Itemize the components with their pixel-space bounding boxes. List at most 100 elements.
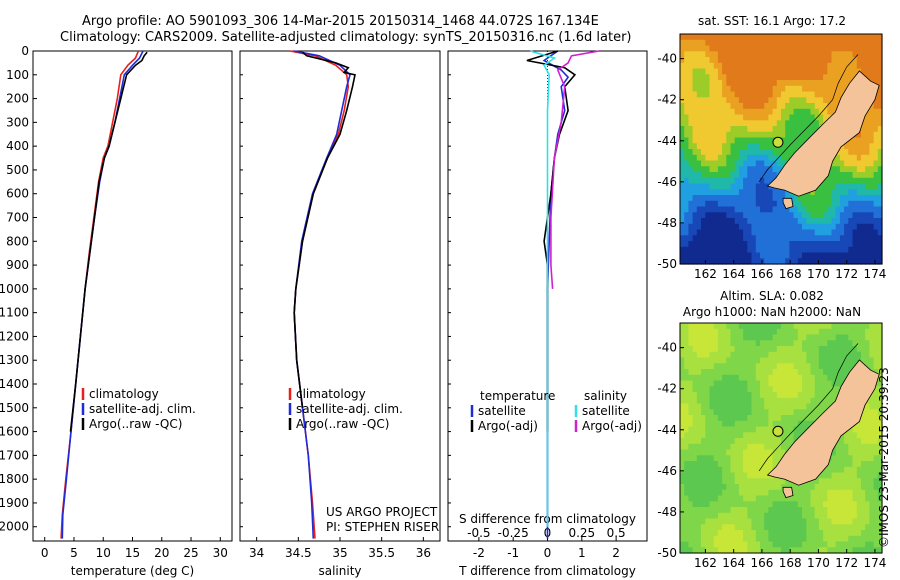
map-cell [793,415,799,422]
map-cell [726,323,732,330]
map-cell [688,426,694,433]
map-cell [865,241,870,248]
map-cell [797,91,803,98]
map-cell [751,218,757,225]
map-cell [730,80,736,87]
map-cell [802,512,807,520]
map-cell [802,103,807,110]
map-cell [848,160,854,167]
map-cell [709,507,715,514]
map-cell [852,340,858,347]
map-cell [747,131,753,139]
map-cell [760,438,765,445]
map-cell [764,351,769,359]
map-cell [730,449,736,456]
map-cell [680,108,685,116]
map-cell [692,172,698,179]
map-cell [717,252,723,259]
legend-title-temperature: temperature [480,389,555,403]
map-cell [848,438,854,445]
map-cell [835,530,841,537]
map-cell [873,68,879,75]
map-cell [839,328,845,336]
map-cell [873,438,879,445]
map-cell [844,455,849,462]
map-cell [760,223,765,231]
map-cell [785,143,790,150]
map-cell [823,39,828,47]
map-cell [747,34,753,41]
map-cell [827,74,833,81]
map-cell [726,177,732,185]
map-cell [705,495,711,502]
map-cell [755,189,761,196]
map-cell [709,223,715,231]
map-cell [701,45,706,52]
map-cell [705,143,711,150]
map-cell [755,380,761,387]
map-cell [760,252,765,259]
map-cell [768,206,774,213]
map-cell [802,114,807,121]
map-cell [810,489,816,497]
map-cell [861,229,866,236]
map-cell [713,183,719,190]
map-cell [755,143,761,150]
map-cell [861,235,866,242]
map-cell [852,212,858,219]
map-cell [869,484,875,491]
map-cell [810,62,816,70]
map-cell [692,455,698,462]
map-y-tick-label: -48 [657,505,677,519]
map-cell [751,235,757,242]
map-cell [680,524,685,531]
map-cell [738,495,744,502]
map-cell [802,501,807,508]
map-cell [865,200,870,208]
map-cell [789,380,795,387]
map-cell [701,114,706,121]
map-cell [797,200,803,208]
map-cell [831,346,837,353]
map-cell [814,386,820,393]
map-cell [869,223,875,231]
map-cell [802,126,807,133]
map-cell [768,409,774,416]
map-cell [818,85,824,93]
map-cell [680,455,685,462]
map-cell [873,97,879,104]
map-cell [856,530,862,537]
map-cell [785,206,790,213]
map-cell [713,241,719,248]
map-cell [789,420,795,428]
map-cell [705,484,711,491]
map-cell [751,484,757,491]
map-cell [722,420,727,428]
map-cell [802,420,807,428]
map-cell [856,143,862,150]
map-cell [827,183,833,190]
map-cell [785,426,790,433]
map-cell [768,57,774,64]
map-cell [764,45,769,52]
map-cell [755,397,761,405]
y-tick-label: 1900 [0,496,29,510]
map-cell [743,246,748,254]
map-cell [717,547,723,554]
map-cell [831,351,837,359]
map-cell [722,392,727,399]
map-cell [785,340,790,347]
map-cell [701,426,706,433]
map-cell [760,512,765,520]
map-cell [738,386,744,393]
map-cell [789,328,795,336]
map-cell [852,357,858,364]
map-cell [726,137,732,144]
map-cell [684,235,689,242]
map-cell [730,524,736,531]
map-cell [823,241,828,248]
map-cell [873,200,879,208]
map-cell [839,183,845,190]
map-cell [713,51,719,58]
map-cell [781,507,786,514]
